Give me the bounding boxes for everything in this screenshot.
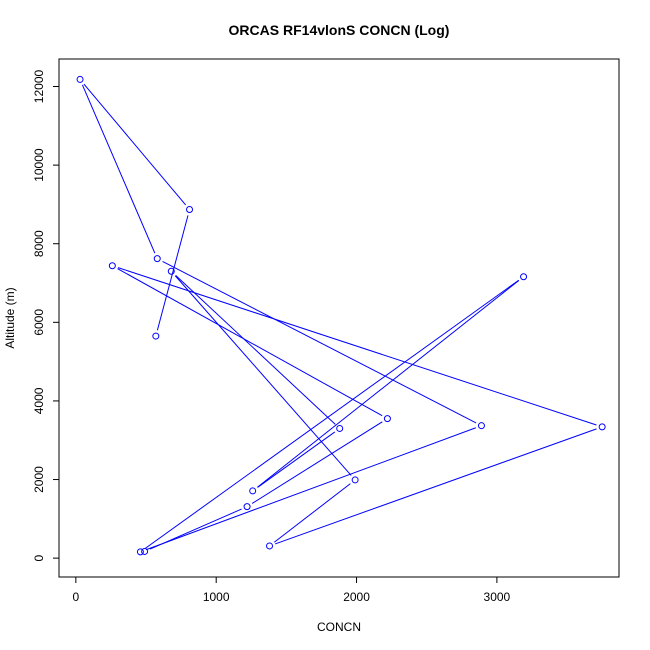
data-point <box>186 206 194 214</box>
series-segment <box>117 268 383 417</box>
data-point <box>249 487 257 495</box>
series-segment <box>257 280 520 488</box>
x-tick-label: 1000 <box>203 590 230 604</box>
data-point <box>598 423 606 431</box>
y-tick-label: 0 <box>32 554 46 561</box>
series-segment <box>156 215 189 331</box>
y-tick-label: 4000 <box>32 387 46 414</box>
y-axis: 0 2000 4000 6000 8000 10000 12000 <box>32 70 60 561</box>
series-segment <box>251 421 383 504</box>
series-segment <box>175 274 336 425</box>
data-point <box>152 332 160 340</box>
y-tick-label: 8000 <box>32 230 46 257</box>
x-tick-label: 3000 <box>484 590 511 604</box>
y-tick-label: 2000 <box>32 466 46 493</box>
x-axis-label: CONCN <box>317 620 361 634</box>
series-segment <box>275 428 597 545</box>
series-segment <box>149 508 242 550</box>
series-segment <box>144 279 519 549</box>
x-tick-label: 0 <box>72 590 79 604</box>
y-tick-label: 10000 <box>32 148 46 182</box>
data-point <box>383 415 391 423</box>
x-tick-label: 2000 <box>343 590 370 604</box>
data-point <box>141 547 149 555</box>
plot-frame <box>58 58 620 578</box>
chart-title: ORCAS RF14vlonS CONCN (Log) <box>229 22 450 38</box>
y-tick-label: 12000 <box>32 70 46 104</box>
data-point <box>108 262 116 270</box>
data-point <box>520 273 528 281</box>
series-segment <box>145 427 477 551</box>
series-segment <box>273 483 351 543</box>
data-point <box>477 422 485 430</box>
series-segment <box>81 84 156 254</box>
data-point <box>336 424 344 432</box>
y-tick-label: 6000 <box>32 309 46 336</box>
data-point <box>266 542 274 550</box>
data-point <box>76 75 84 83</box>
series-segment <box>117 267 597 426</box>
series-segment <box>83 83 187 206</box>
data-point <box>153 255 161 263</box>
data-point <box>167 267 175 275</box>
data-point <box>351 476 359 484</box>
data-series <box>76 75 606 556</box>
data-point <box>243 503 251 511</box>
series-segment <box>174 275 352 476</box>
series-segment <box>162 260 477 424</box>
y-axis-label: Altitude (m) <box>3 287 17 348</box>
x-axis: 0 1000 2000 3000 <box>72 576 511 604</box>
series-segment <box>257 431 336 488</box>
data-point <box>136 548 144 556</box>
